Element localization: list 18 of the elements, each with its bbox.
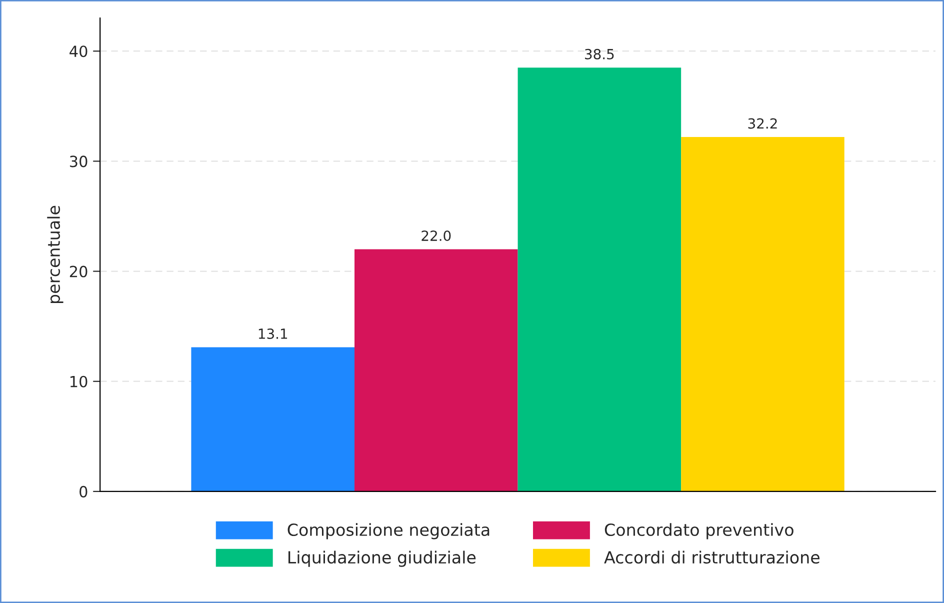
- data-label: 32.2: [748, 118, 777, 129]
- bar: [681, 136, 844, 492]
- y-tick-label: 30: [70, 156, 88, 168]
- y-tick-label: 0: [80, 486, 88, 498]
- data-label: 38.5: [585, 48, 614, 60]
- bar: [191, 347, 354, 492]
- data-label: 13.1: [258, 328, 288, 339]
- y-tick-label: 20: [70, 266, 88, 278]
- legend-label: Accordi di ristrutturazione: [604, 550, 820, 564]
- y-tick-label: 40: [70, 46, 88, 58]
- y-tick-label: 10: [70, 376, 88, 388]
- legend-label: Liquidazione giudiziale: [288, 550, 476, 567]
- y-axis-title: percentuale: [47, 206, 64, 303]
- data-label: 22.0: [422, 230, 451, 242]
- legend-label: Composizione negoziata: [288, 523, 490, 540]
- legend-label: Concordato preventivo: [604, 523, 794, 540]
- bar: [354, 249, 518, 492]
- bar: [518, 68, 682, 492]
